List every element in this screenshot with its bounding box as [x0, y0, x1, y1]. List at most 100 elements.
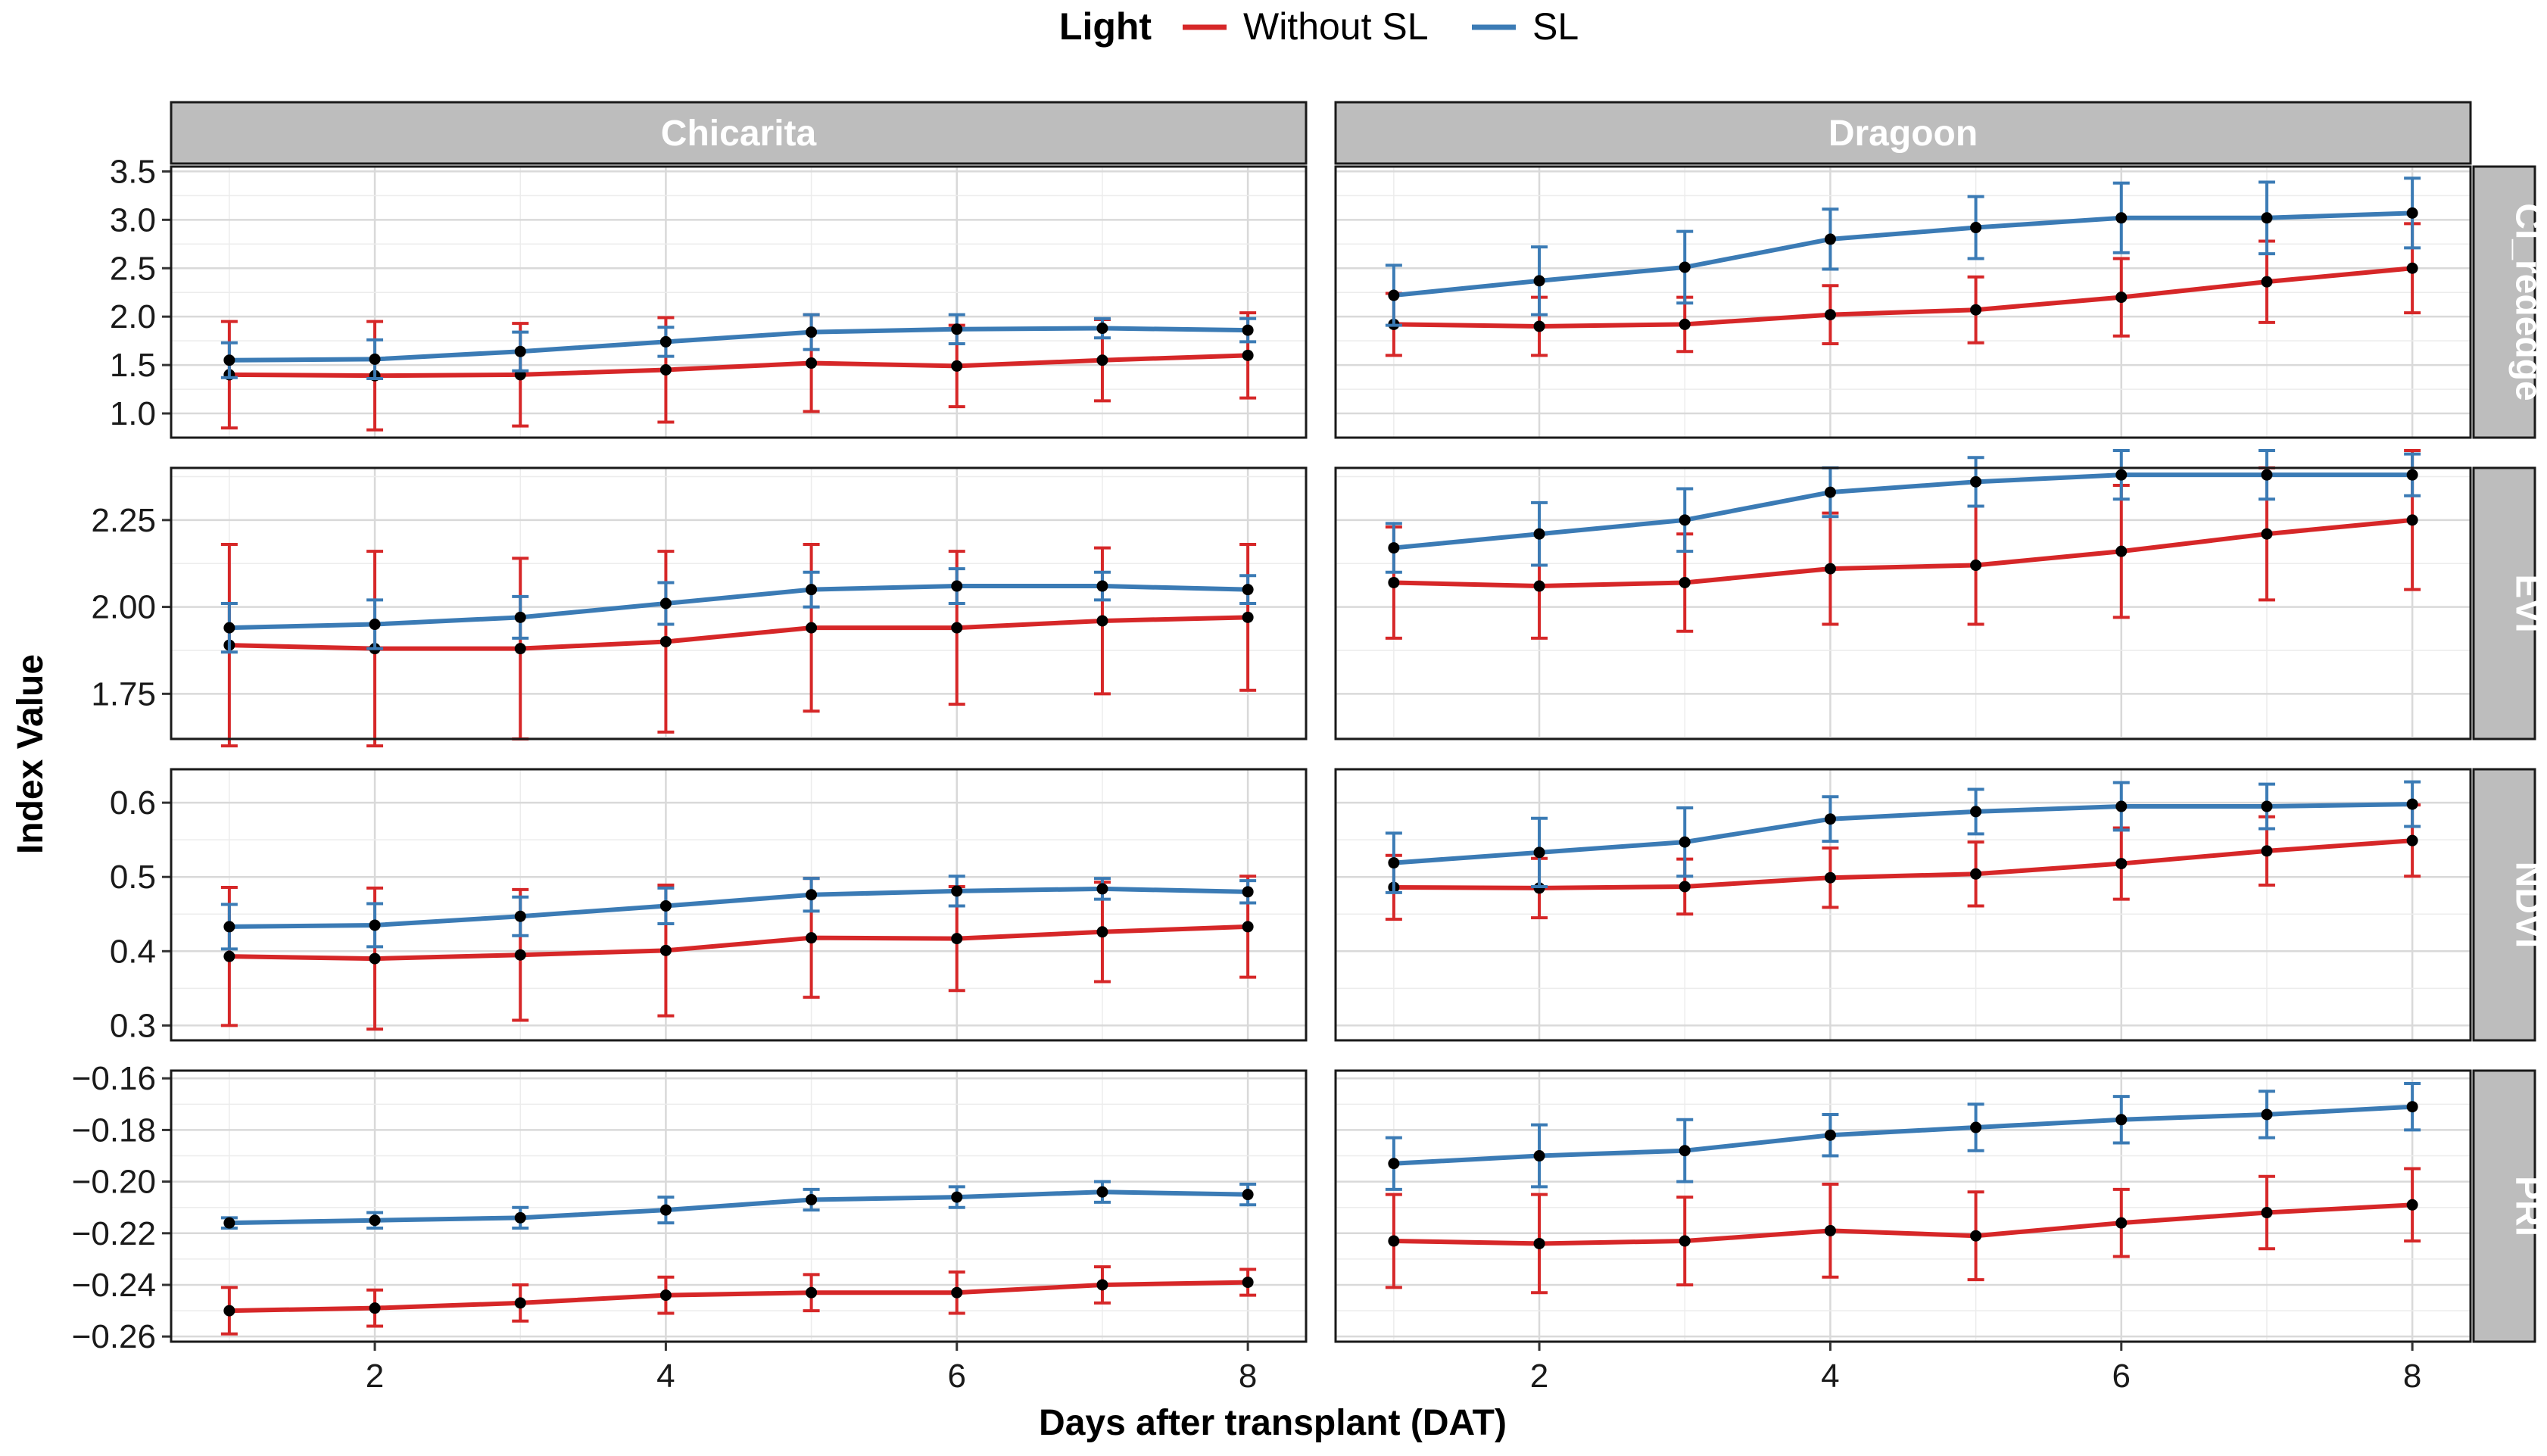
- data-point: [659, 1204, 672, 1216]
- series-sl: [220, 875, 1257, 951]
- strip-background: [2472, 466, 2536, 740]
- y-tick-label: −0.20: [72, 1164, 156, 1201]
- data-point: [1096, 1186, 1108, 1198]
- data-point: [1824, 309, 1836, 321]
- data-point: [514, 345, 526, 357]
- data-point: [1388, 576, 1400, 588]
- strip-ndvi: NDVI: [2472, 768, 2547, 1042]
- panel-dragoon-evi: [1334, 449, 2472, 740]
- data-point: [2406, 834, 2418, 846]
- data-point: [1242, 324, 1254, 336]
- data-point: [2115, 1114, 2128, 1126]
- data-point: [1824, 1224, 1836, 1236]
- data-point: [1242, 1277, 1254, 1289]
- y-tick-label: 0.4: [110, 933, 156, 970]
- data-point: [1970, 1121, 1982, 1133]
- data-point: [1679, 318, 1691, 330]
- data-point: [1824, 233, 1836, 245]
- panel-dragoon-ndvi: [1334, 768, 2472, 1042]
- data-point: [2406, 1101, 2418, 1113]
- x-tick-label: 8: [2403, 1358, 2421, 1395]
- data-point: [1096, 354, 1108, 366]
- data-point: [1388, 1158, 1400, 1170]
- y-tick-label: −0.26: [72, 1318, 156, 1355]
- series-without-sl: [1385, 1167, 2421, 1295]
- data-point: [1096, 883, 1108, 895]
- x-axis-title: Days after transplant (DAT): [1039, 1403, 1507, 1443]
- data-point: [1970, 868, 1982, 880]
- series-line-without-sl: [1393, 266, 2413, 329]
- series-line-without-sl: [229, 924, 1249, 962]
- y-tick-label: 1.5: [110, 347, 156, 384]
- data-point: [514, 643, 526, 655]
- strip-label-ndvi: NDVI: [2508, 862, 2547, 949]
- data-point: [2261, 1108, 2273, 1121]
- series-sl: [1385, 1082, 2421, 1191]
- data-point: [514, 1297, 526, 1309]
- data-point: [1533, 846, 1545, 859]
- data-point: [2115, 545, 2128, 557]
- data-point: [806, 326, 818, 338]
- panel-background: [1336, 468, 2471, 739]
- series-sl: [1385, 449, 2421, 574]
- panel-border: [170, 165, 1308, 439]
- strip-background: [170, 101, 1308, 165]
- data-point: [1970, 1230, 1982, 1242]
- panel-chicarita-evi: [170, 466, 1308, 748]
- data-point: [806, 1193, 818, 1205]
- data-point: [659, 597, 672, 610]
- data-point: [951, 885, 963, 897]
- y-tick-label: 3.0: [110, 201, 156, 239]
- data-point: [223, 1217, 235, 1229]
- chart-panels: Chicarita Dragoon CI_rededge EVI NDVI PRI 1.0 1…: [72, 101, 2547, 1395]
- series-sl: [220, 313, 1257, 381]
- data-point: [223, 1305, 235, 1317]
- panel-dragoon-pri: [1334, 1069, 2472, 1343]
- data-point: [514, 611, 526, 623]
- data-point: [1679, 514, 1691, 526]
- y-tick-label: 0.6: [110, 784, 156, 822]
- data-point: [1242, 584, 1254, 596]
- data-point: [2406, 262, 2418, 274]
- x-tick-label: 4: [1821, 1358, 1839, 1395]
- x-tick-label: 6: [948, 1358, 966, 1395]
- data-point: [2261, 276, 2273, 288]
- data-point: [659, 944, 672, 956]
- data-point: [951, 323, 963, 335]
- series-line-sl: [229, 326, 1249, 363]
- series-line-sl: [229, 886, 1249, 929]
- data-point: [223, 354, 235, 366]
- panel-background: [1336, 167, 2471, 438]
- panel-border: [1334, 165, 2472, 439]
- data-point: [223, 921, 235, 933]
- data-point: [2261, 528, 2273, 540]
- y-tick-label: −0.22: [72, 1215, 156, 1252]
- data-point: [1388, 289, 1400, 301]
- series-sl: [220, 567, 1257, 654]
- data-point: [1533, 275, 1545, 287]
- data-point: [2261, 212, 2273, 224]
- data-point: [2261, 845, 2273, 857]
- x-tick-label: 6: [2112, 1358, 2131, 1395]
- data-point: [514, 1211, 526, 1224]
- data-point: [806, 357, 818, 369]
- data-point: [951, 360, 963, 372]
- data-point: [369, 619, 381, 631]
- data-point: [1242, 611, 1254, 623]
- strip-evi: EVI: [2472, 466, 2547, 740]
- panel-border: [170, 768, 1308, 1042]
- panel-border: [1334, 768, 2472, 1042]
- data-point: [1096, 323, 1108, 335]
- data-point: [2115, 1217, 2128, 1229]
- data-point: [659, 364, 672, 376]
- series-line-sl: [229, 584, 1249, 631]
- panel-background: [1336, 769, 2471, 1040]
- series-without-sl: [220, 542, 1257, 748]
- strip-pri: PRI: [2472, 1069, 2547, 1343]
- x-tick-label: 8: [1239, 1358, 1257, 1395]
- data-point: [1970, 222, 1982, 234]
- strip-dragoon: Dragoon: [1334, 101, 2472, 165]
- data-point: [1824, 813, 1836, 825]
- y-tick-label: 2.5: [110, 250, 156, 287]
- data-point: [659, 335, 672, 348]
